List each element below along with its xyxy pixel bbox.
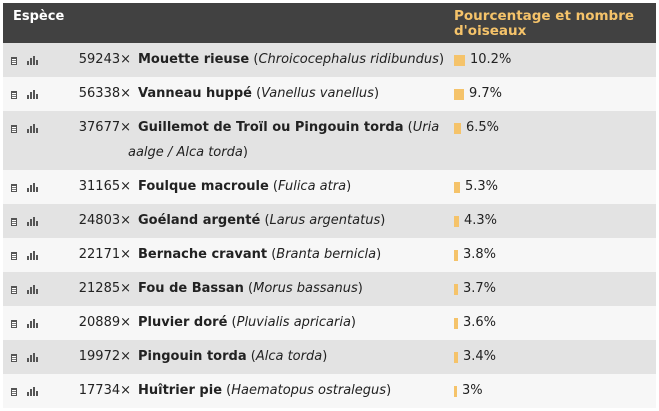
bird-count: 37677×: [78, 120, 131, 135]
species-name: Bernache cravant (Branta bernicla): [138, 247, 382, 262]
percent-value: 3.8%: [463, 247, 497, 262]
species-info-icon[interactable]: [11, 91, 17, 99]
bar-chart-icon[interactable]: [27, 285, 38, 294]
common-name: Mouette rieuse: [138, 52, 250, 67]
species-info-icon[interactable]: [11, 184, 17, 192]
latin-name: Uria aalge / Alca torda: [128, 120, 440, 160]
table-row: 22171× Bernache cravant (Branta bernicla)…: [3, 238, 656, 272]
bird-count: 59243×: [78, 52, 131, 67]
latin-name: Fulica atra: [278, 179, 347, 194]
latin-name: Vanellus vanellus: [261, 86, 374, 101]
common-name: Pingouin torda: [138, 349, 247, 364]
bird-count: 22171×: [78, 247, 131, 262]
species-info-icon[interactable]: [11, 388, 17, 396]
bird-count: 21285×: [78, 281, 131, 296]
bird-count: 20889×: [78, 315, 131, 330]
percent-value: 4.3%: [464, 213, 498, 228]
species-info-icon[interactable]: [11, 354, 17, 362]
table-row: 20889× Pluvier doré (Pluvialis apricaria)…: [3, 306, 656, 340]
bird-count: 31165×: [78, 179, 131, 194]
percent-value: 5.3%: [465, 179, 499, 194]
common-name: Bernache cravant: [138, 247, 268, 262]
table-row: 17734× Huîtrier pie (Haematopus ostralegu…: [3, 374, 656, 408]
species-name: Pluvier doré (Pluvialis apricaria): [138, 315, 356, 330]
species-name: Pingouin torda (Alca torda): [138, 349, 328, 364]
table-row: 24803× Goéland argenté (Larus argentatus)…: [3, 204, 656, 238]
common-name: Huîtrier pie: [138, 383, 223, 398]
percent-value: 9.7%: [469, 86, 503, 101]
table-row: 59243× Mouette rieuse (Chroicocephalus ri…: [3, 43, 656, 77]
percent-bar: [454, 284, 458, 295]
species-info-icon[interactable]: [11, 286, 17, 294]
common-name: Pluvier doré: [138, 315, 228, 330]
percent-value: 10.2%: [470, 52, 512, 67]
table-row: 19972× Pingouin torda (Alca torda) 3.4%: [3, 340, 656, 374]
species-name: Guillemot de Troïl ou Pingouin torda (Ur…: [128, 120, 440, 160]
percent-value: 3.7%: [463, 281, 497, 296]
common-name: Goéland argenté: [138, 213, 261, 228]
bar-chart-icon[interactable]: [27, 319, 38, 328]
species-info-icon[interactable]: [11, 252, 17, 260]
latin-name: Branta bernicla: [276, 247, 377, 262]
percent-bar: [454, 89, 464, 100]
table-row: 37677× Guillemot de Troïl ou Pingouin tor…: [3, 111, 656, 170]
common-name: Fou de Bassan: [138, 281, 244, 296]
latin-name: Haematopus ostralegus: [231, 383, 387, 398]
species-info-icon[interactable]: [11, 125, 17, 133]
species-table: Espèce Pourcentage et nombre d'oiseaux 5…: [3, 3, 656, 408]
percent-value: 3%: [462, 383, 483, 398]
bar-chart-icon[interactable]: [27, 387, 38, 396]
bird-count: 19972×: [78, 349, 131, 364]
percent-bar: [454, 386, 457, 397]
percent-value: 6.5%: [466, 120, 500, 135]
bar-chart-icon[interactable]: [27, 251, 38, 260]
table-body: 59243× Mouette rieuse (Chroicocephalus ri…: [3, 43, 656, 408]
species-info-icon[interactable]: [11, 57, 17, 65]
latin-name: Alca torda: [255, 349, 323, 364]
percent-bar: [454, 318, 458, 329]
table-row: 31165× Foulque macroule (Fulica atra) 5.3%: [3, 170, 656, 204]
table-header: Espèce Pourcentage et nombre d'oiseaux: [3, 3, 656, 43]
bar-chart-icon[interactable]: [27, 183, 38, 192]
species-name: Mouette rieuse (Chroicocephalus ridibund…: [138, 52, 445, 67]
species-info-icon[interactable]: [11, 320, 17, 328]
common-name: Guillemot de Troïl ou Pingouin torda: [138, 120, 404, 135]
percent-column-header[interactable]: Pourcentage et nombre d'oiseaux: [454, 9, 634, 39]
bird-count: 24803×: [78, 213, 131, 228]
percent-bar: [454, 216, 459, 227]
percent-bar: [454, 352, 458, 363]
percent-bar: [454, 250, 458, 261]
bird-count: 56338×: [78, 86, 131, 101]
bar-chart-icon[interactable]: [27, 124, 38, 133]
species-name: Vanneau huppé (Vanellus vanellus): [138, 86, 380, 101]
percent-bar: [454, 182, 460, 193]
bar-chart-icon[interactable]: [27, 90, 38, 99]
percent-header-line2: d'oiseaux: [454, 23, 527, 39]
species-name: Fou de Bassan (Morus bassanus): [138, 281, 363, 296]
bar-chart-icon[interactable]: [27, 353, 38, 362]
species-name: Goéland argenté (Larus argentatus): [138, 213, 386, 228]
common-name: Foulque macroule: [138, 179, 269, 194]
table-row: 56338× Vanneau huppé (Vanellus vanellus) 9…: [3, 77, 656, 111]
bar-chart-icon[interactable]: [27, 217, 38, 226]
species-info-icon[interactable]: [11, 218, 17, 226]
table-row: 21285× Fou de Bassan (Morus bassanus) 3.7%: [3, 272, 656, 306]
percent-header-line1: Pourcentage et nombre: [454, 8, 635, 24]
latin-name: Chroicocephalus ridibundus: [258, 52, 439, 67]
latin-name: Morus bassanus: [253, 281, 358, 296]
percent-bar: [454, 55, 465, 66]
bar-chart-icon[interactable]: [27, 56, 38, 65]
percent-value: 3.4%: [463, 349, 497, 364]
species-column-header[interactable]: Espèce: [13, 9, 65, 24]
latin-name: Larus argentatus: [269, 213, 381, 228]
bird-count: 17734×: [78, 383, 131, 398]
percent-bar: [454, 123, 461, 134]
latin-name: Pluvialis apricaria: [236, 315, 351, 330]
species-name: Huîtrier pie (Haematopus ostralegus): [138, 383, 392, 398]
species-name: Foulque macroule (Fulica atra): [138, 179, 352, 194]
percent-value: 3.6%: [463, 315, 497, 330]
common-name: Vanneau huppé: [138, 86, 252, 101]
